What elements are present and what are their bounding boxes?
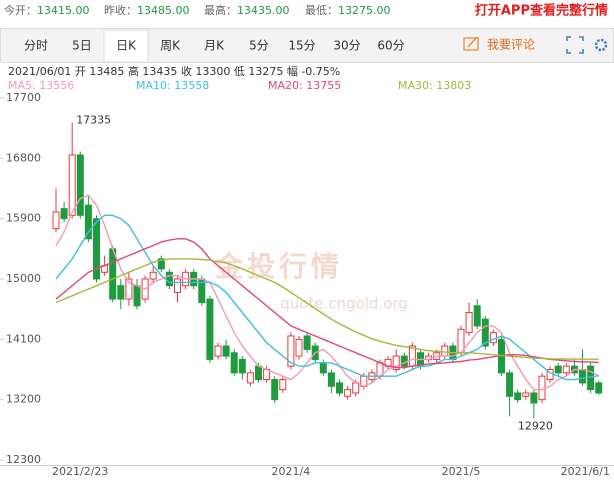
candle-body (149, 271, 157, 280)
quote-value: 13275.00 (338, 4, 391, 17)
y-tick-label: 15000 (6, 272, 41, 285)
candle-body (84, 204, 92, 240)
x-tick-label: 2021/4 (272, 465, 311, 478)
y-tick-label: 16800 (6, 151, 41, 164)
comment-label: 我要评论 (487, 38, 535, 52)
candle-body (125, 278, 133, 300)
candle-body (489, 332, 497, 344)
settings-glyph (594, 38, 608, 52)
fullscreen-icon[interactable] (566, 36, 584, 54)
quote-value: 13485.00 (137, 4, 190, 17)
y-tick-label: 17700 (6, 91, 41, 104)
candle-body (68, 154, 76, 216)
candle-body (506, 372, 514, 397)
min-annotation: 12920 (518, 419, 553, 432)
candle-body (595, 382, 603, 394)
candle-body (222, 345, 230, 357)
candle-body (344, 389, 352, 397)
tab[interactable]: 月K (204, 39, 225, 53)
legend-entry: MA10: 13558 (136, 79, 209, 92)
candle-body (303, 335, 311, 350)
fullscreen-glyph (566, 36, 584, 54)
legend-entry: MA20: 13755 (268, 79, 341, 92)
quote-label: 最高： (204, 3, 237, 17)
legend-entry: MA30: 13803 (398, 79, 471, 92)
candle-body (554, 365, 562, 374)
quote-value: 13415.00 (37, 4, 90, 17)
candle-body (230, 352, 238, 374)
candle-body (214, 345, 222, 357)
candle-body (295, 338, 303, 357)
tab[interactable]: 60分 (377, 39, 404, 53)
y-tick-label: 12300 (6, 453, 41, 466)
candle-body (538, 375, 546, 401)
quote-value: 13435.00 (237, 4, 290, 17)
toolbar (0, 28, 614, 63)
tab[interactable]: 15分 (288, 39, 315, 53)
comment-icon (463, 37, 479, 51)
ma-line (55, 238, 599, 369)
max-annotation: 17335 (76, 113, 111, 126)
ma-line (55, 214, 599, 381)
candle-body (165, 271, 173, 287)
tab-selected (103, 29, 149, 63)
x-tick-label: 2021/5 (442, 465, 481, 478)
tab[interactable]: 分时 (24, 39, 48, 53)
candle-body (319, 362, 327, 374)
tab[interactable]: 5日 (72, 39, 92, 53)
candle-body (473, 305, 481, 327)
y-tick-label: 13200 (6, 393, 41, 406)
watermark-url: quote.cngold.org (280, 295, 408, 313)
quote-label: 今开： (4, 3, 37, 17)
legend-entry: MA5: 13556 (8, 79, 74, 92)
candle-body (522, 392, 530, 397)
candle-body (238, 358, 246, 374)
candle-body (441, 345, 449, 357)
candle-body (336, 382, 343, 394)
candle-body (133, 285, 141, 307)
tab[interactable]: 周K (160, 39, 181, 53)
settings-icon[interactable] (594, 38, 608, 52)
candle-body (157, 258, 165, 270)
y-tick-label: 15900 (6, 212, 41, 225)
tab[interactable]: 5分 (249, 39, 269, 53)
candle-body (76, 154, 84, 216)
ohlc-info: 2021/06/01 开 13485 高 13435 收 13300 低 132… (8, 64, 340, 78)
candle-body (279, 379, 287, 391)
candle-body (400, 355, 408, 367)
tab[interactable]: 30分 (333, 39, 360, 53)
candle-body (562, 365, 570, 374)
candle-body (530, 392, 538, 404)
candle-body (392, 355, 400, 370)
quote-label: 昨收： (104, 3, 137, 17)
candle-body (60, 208, 68, 220)
candle-body (465, 312, 473, 334)
candle-body (255, 365, 262, 381)
tab[interactable]: 日K (116, 39, 137, 53)
candle-body (174, 278, 181, 293)
app-link[interactable]: 打开APP查看完整行情 (475, 3, 608, 19)
ma-line (55, 194, 600, 391)
comment-icon-pen (467, 36, 478, 48)
candle-body (327, 372, 335, 387)
x-tick-label: 2021/2/23 (52, 465, 108, 478)
candle-body (93, 218, 100, 280)
y-tick-label: 14100 (6, 332, 41, 345)
candle-body (52, 211, 60, 230)
candle-body (514, 392, 522, 401)
comment-button[interactable]: 我要评论 (463, 36, 535, 52)
quote-label: 最低： (305, 4, 338, 17)
candle-body (271, 379, 279, 401)
candle-body (246, 372, 254, 384)
candle-body (579, 369, 586, 384)
candle-body (206, 298, 214, 360)
x-tick-label: 2021/6/1 (561, 465, 610, 478)
candle-body (117, 285, 125, 300)
candle-body (481, 318, 489, 347)
ma-line (55, 258, 599, 360)
candle-body (109, 248, 117, 300)
candle-body (287, 335, 295, 367)
